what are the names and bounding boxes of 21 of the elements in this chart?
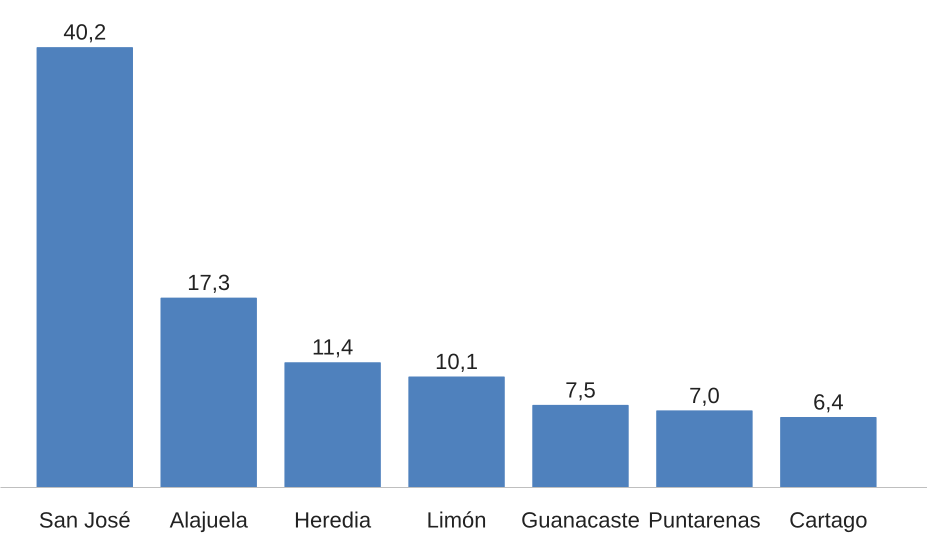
bar: [780, 416, 877, 488]
data-label: 11,4: [312, 334, 354, 360]
data-label: 6,4: [813, 389, 844, 414]
bar: [408, 376, 505, 488]
x-tick-label: San José: [38, 508, 131, 532]
bar: [532, 404, 629, 488]
bar: [284, 362, 381, 488]
data-label: 40,2: [63, 20, 106, 45]
bar: [160, 298, 257, 488]
data-label: 17,3: [187, 270, 230, 296]
data-label: 7,5: [565, 377, 596, 402]
x-tick-label: Cartago: [789, 508, 868, 532]
x-tick-label: Limón: [426, 508, 487, 532]
x-tick-label: Heredia: [294, 508, 372, 532]
x-tick-label: Alajuela: [170, 508, 249, 532]
x-tick-label: Puntarenas: [648, 508, 761, 532]
bar: [656, 410, 753, 488]
data-label: 7,0: [689, 382, 720, 408]
x-tick-label: Guanacaste: [521, 508, 640, 532]
data-label: 10,1: [435, 348, 478, 374]
bar: [36, 47, 133, 488]
